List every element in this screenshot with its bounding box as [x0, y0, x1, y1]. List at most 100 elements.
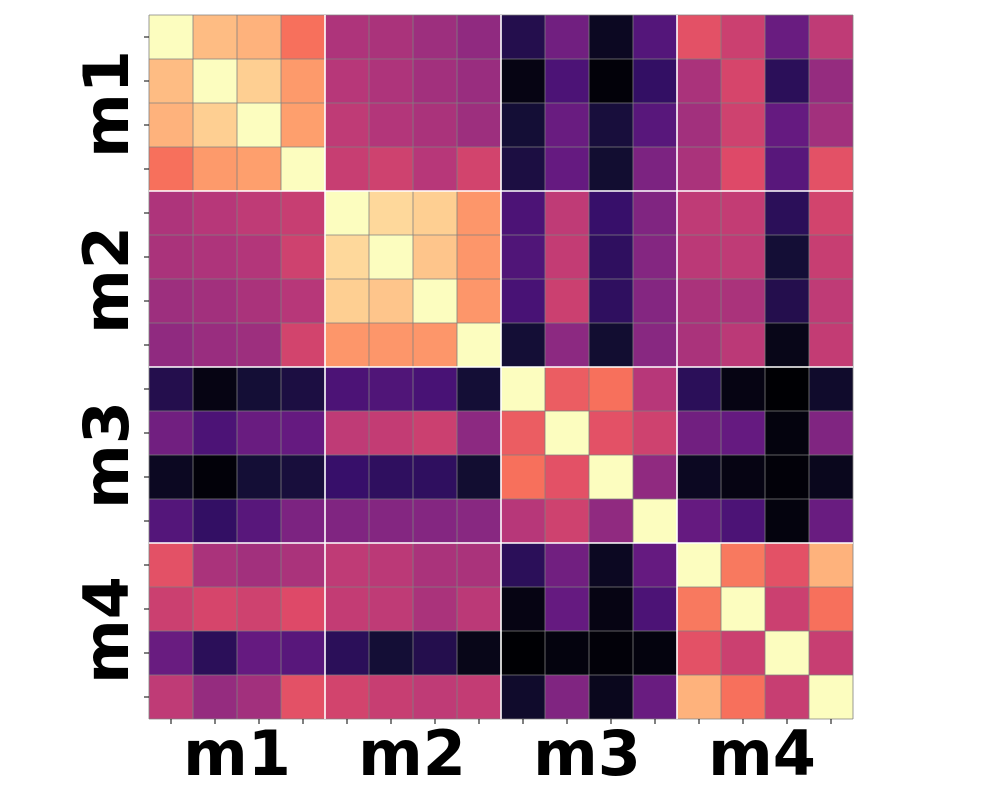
heatmap-cell-r13-c3 — [281, 587, 325, 631]
heatmap-cell-r8-c7 — [457, 367, 501, 411]
heatmap-cell-r0-c7 — [457, 15, 501, 59]
heatmap-cell-r1-c15 — [809, 59, 853, 103]
heatmap-cell-r6-c10 — [589, 279, 633, 323]
heatmap-cell-r1-c13 — [721, 59, 765, 103]
heatmap-cell-r0-c11 — [633, 15, 677, 59]
heatmap-cell-r15-c5 — [369, 675, 413, 719]
heatmap-cell-r1-c8 — [501, 59, 545, 103]
heatmap-cell-r3-c3 — [281, 147, 325, 191]
heatmap-cell-r2-c4 — [325, 103, 369, 147]
heatmap-cell-r5-c6 — [413, 235, 457, 279]
heatmap-cell-r12-c4 — [325, 543, 369, 587]
heatmap-cell-r7-c15 — [809, 323, 853, 367]
heatmap-cell-r9-c5 — [369, 411, 413, 455]
heatmap-cell-r5-c2 — [237, 235, 281, 279]
heatmap-cell-r3-c2 — [237, 147, 281, 191]
heatmap-cell-r2-c5 — [369, 103, 413, 147]
heatmap-cell-r8-c13 — [721, 367, 765, 411]
heatmap-cell-r7-c11 — [633, 323, 677, 367]
heatmap-cell-r9-c0 — [149, 411, 193, 455]
heatmap-cell-r7-c9 — [545, 323, 589, 367]
heatmap-cell-r11-c2 — [237, 499, 281, 543]
heatmap-cell-r15-c13 — [721, 675, 765, 719]
heatmap-cell-r5-c0 — [149, 235, 193, 279]
heatmap-cell-r13-c13 — [721, 587, 765, 631]
heatmap-cell-r6-c15 — [809, 279, 853, 323]
heatmap-cell-r10-c5 — [369, 455, 413, 499]
heatmap-cell-r15-c2 — [237, 675, 281, 719]
heatmap-cell-r10-c13 — [721, 455, 765, 499]
heatmap-cell-r15-c7 — [457, 675, 501, 719]
heatmap-cell-r12-c2 — [237, 543, 281, 587]
heatmap-cell-r3-c12 — [677, 147, 721, 191]
heatmap-cell-r10-c8 — [501, 455, 545, 499]
x-tick-label-m3: m3 — [533, 717, 641, 790]
heatmap-cell-r8-c2 — [237, 367, 281, 411]
heatmap-cell-r12-c14 — [765, 543, 809, 587]
heatmap-cell-r12-c3 — [281, 543, 325, 587]
heatmap-cell-r6-c0 — [149, 279, 193, 323]
heatmap-cell-r12-c11 — [633, 543, 677, 587]
heatmap-cell-r3-c0 — [149, 147, 193, 191]
heatmap-cell-r2-c12 — [677, 103, 721, 147]
heatmap-cell-r9-c7 — [457, 411, 501, 455]
heatmap-cell-r4-c2 — [237, 191, 281, 235]
heatmap-cell-r15-c11 — [633, 675, 677, 719]
heatmap-cell-r6-c9 — [545, 279, 589, 323]
heatmap-cell-r10-c9 — [545, 455, 589, 499]
heatmap-cell-r15-c15 — [809, 675, 853, 719]
heatmap-cell-r9-c9 — [545, 411, 589, 455]
heatmap-cell-r1-c12 — [677, 59, 721, 103]
heatmap-cell-r3-c4 — [325, 147, 369, 191]
heatmap-cell-r6-c11 — [633, 279, 677, 323]
heatmap-cell-r10-c12 — [677, 455, 721, 499]
heatmap-cell-r7-c6 — [413, 323, 457, 367]
heatmap-cell-r6-c5 — [369, 279, 413, 323]
heatmap-cell-r14-c1 — [193, 631, 237, 675]
heatmap-cell-r14-c11 — [633, 631, 677, 675]
heatmap-cell-r2-c10 — [589, 103, 633, 147]
heatmap-cell-r10-c15 — [809, 455, 853, 499]
heatmap-cell-r12-c1 — [193, 543, 237, 587]
heatmap-cell-r7-c8 — [501, 323, 545, 367]
heatmap-cell-r5-c14 — [765, 235, 809, 279]
heatmap-cell-r8-c4 — [325, 367, 369, 411]
heatmap-cell-r3-c8 — [501, 147, 545, 191]
heatmap-cell-r9-c1 — [193, 411, 237, 455]
heatmap-cell-r1-c1 — [193, 59, 237, 103]
heatmap-cell-r6-c14 — [765, 279, 809, 323]
heatmap-cell-r1-c7 — [457, 59, 501, 103]
y-tick-label-m4: m4 — [70, 576, 143, 684]
heatmap-cell-r0-c15 — [809, 15, 853, 59]
heatmap-cell-r0-c13 — [721, 15, 765, 59]
heatmap-cell-r5-c7 — [457, 235, 501, 279]
heatmap-cell-r4-c4 — [325, 191, 369, 235]
heatmap-cell-r3-c1 — [193, 147, 237, 191]
heatmap-cell-r14-c15 — [809, 631, 853, 675]
heatmap-cell-r9-c11 — [633, 411, 677, 455]
heatmap-cell-r11-c7 — [457, 499, 501, 543]
heatmap-cell-r10-c6 — [413, 455, 457, 499]
heatmap-cell-r9-c2 — [237, 411, 281, 455]
heatmap-cell-r5-c12 — [677, 235, 721, 279]
heatmap-cell-r9-c12 — [677, 411, 721, 455]
heatmap-cell-r2-c9 — [545, 103, 589, 147]
heatmap-cell-r10-c2 — [237, 455, 281, 499]
heatmap-cell-r7-c13 — [721, 323, 765, 367]
heatmap-cell-r11-c4 — [325, 499, 369, 543]
heatmap-cell-r13-c7 — [457, 587, 501, 631]
heatmap-cell-r5-c1 — [193, 235, 237, 279]
heatmap-cell-r3-c6 — [413, 147, 457, 191]
heatmap-cell-r15-c12 — [677, 675, 721, 719]
x-tick-label-m4: m4 — [708, 717, 816, 790]
heatmap-cell-r0-c14 — [765, 15, 809, 59]
heatmap-cell-r9-c3 — [281, 411, 325, 455]
heatmap-cell-r10-c0 — [149, 455, 193, 499]
heatmap-cell-r13-c6 — [413, 587, 457, 631]
heatmap-cell-r5-c9 — [545, 235, 589, 279]
heatmap-cell-r5-c13 — [721, 235, 765, 279]
heatmap-cell-r13-c0 — [149, 587, 193, 631]
heatmap-cell-r8-c1 — [193, 367, 237, 411]
heatmap-cell-r12-c9 — [545, 543, 589, 587]
heatmap-cell-r0-c8 — [501, 15, 545, 59]
